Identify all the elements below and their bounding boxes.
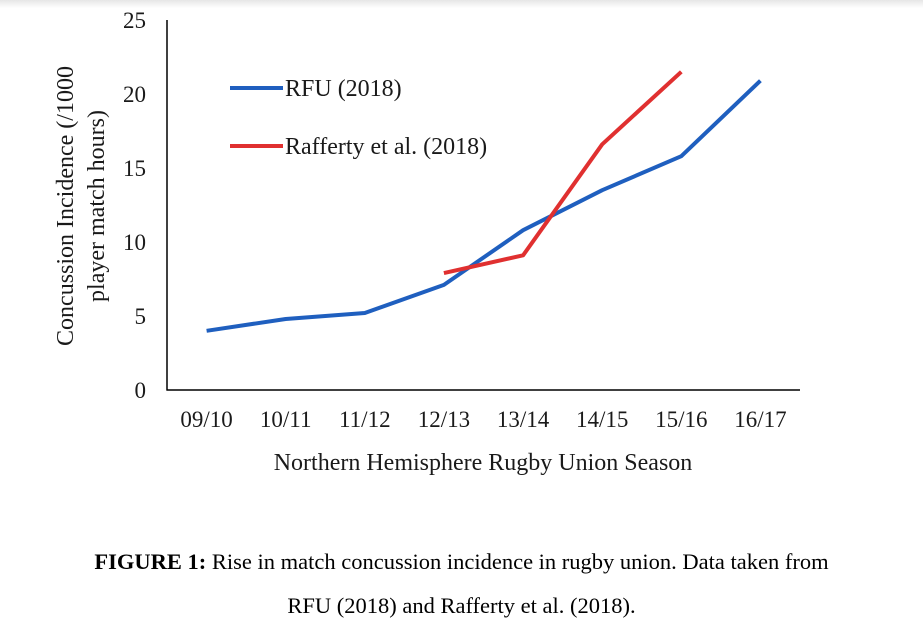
y-tick-label: 5 [135, 304, 147, 329]
x-tick-label: 12/13 [418, 407, 470, 432]
x-tick-label: 15/16 [655, 407, 707, 432]
x-tick-label: 14/15 [576, 407, 628, 432]
x-tick-label: 10/11 [260, 407, 312, 432]
y-tick-label: 10 [123, 230, 146, 255]
caption-text-line2: RFU (2018) and Rafferty et al. (2018). [287, 593, 636, 618]
series-line-rfu [206, 79, 762, 333]
y-tick-label: 25 [123, 8, 146, 33]
y-tick-labels: 0 5 10 15 20 25 [123, 8, 146, 403]
legend: RFU (2018) Rafferty et al. (2018) [230, 76, 487, 160]
legend-label: RFU (2018) [285, 76, 402, 102]
y-tick-label: 20 [123, 82, 146, 107]
series-lines [206, 70, 762, 333]
y-axis-title-line1: Concussion Incidence (/1000 [53, 66, 79, 346]
caption-label: FIGURE 1: [94, 549, 207, 574]
y-tick-label: 15 [123, 156, 146, 181]
caption-text-line1: Rise in match concussion incidence in ru… [211, 549, 829, 574]
series-line-rafferty [443, 70, 683, 276]
y-axis-title-line2: player match hours) [84, 110, 110, 302]
x-tick-label: 13/14 [497, 407, 550, 432]
x-tick-label: 11/12 [339, 407, 391, 432]
x-axis-title: Northern Hemisphere Rugby Union Season [274, 450, 693, 476]
x-tick-label: 09/10 [180, 407, 232, 432]
top-shadow-bar [0, 0, 923, 8]
x-tick-label: 16/17 [734, 407, 786, 432]
figure-caption: FIGURE 1: Rise in match concussion incid… [0, 540, 923, 628]
x-tick-labels: 09/10 10/11 11/12 12/13 13/14 14/15 15/16 16/17 [180, 407, 786, 432]
y-tick-label: 0 [135, 378, 147, 403]
legend-label: Rafferty et al. (2018) [285, 134, 487, 160]
line-chart: 0 5 10 15 20 25 09/10 10/11 11/12 12/13 13/14 14/1… [53, 8, 800, 476]
axes [166, 20, 800, 391]
